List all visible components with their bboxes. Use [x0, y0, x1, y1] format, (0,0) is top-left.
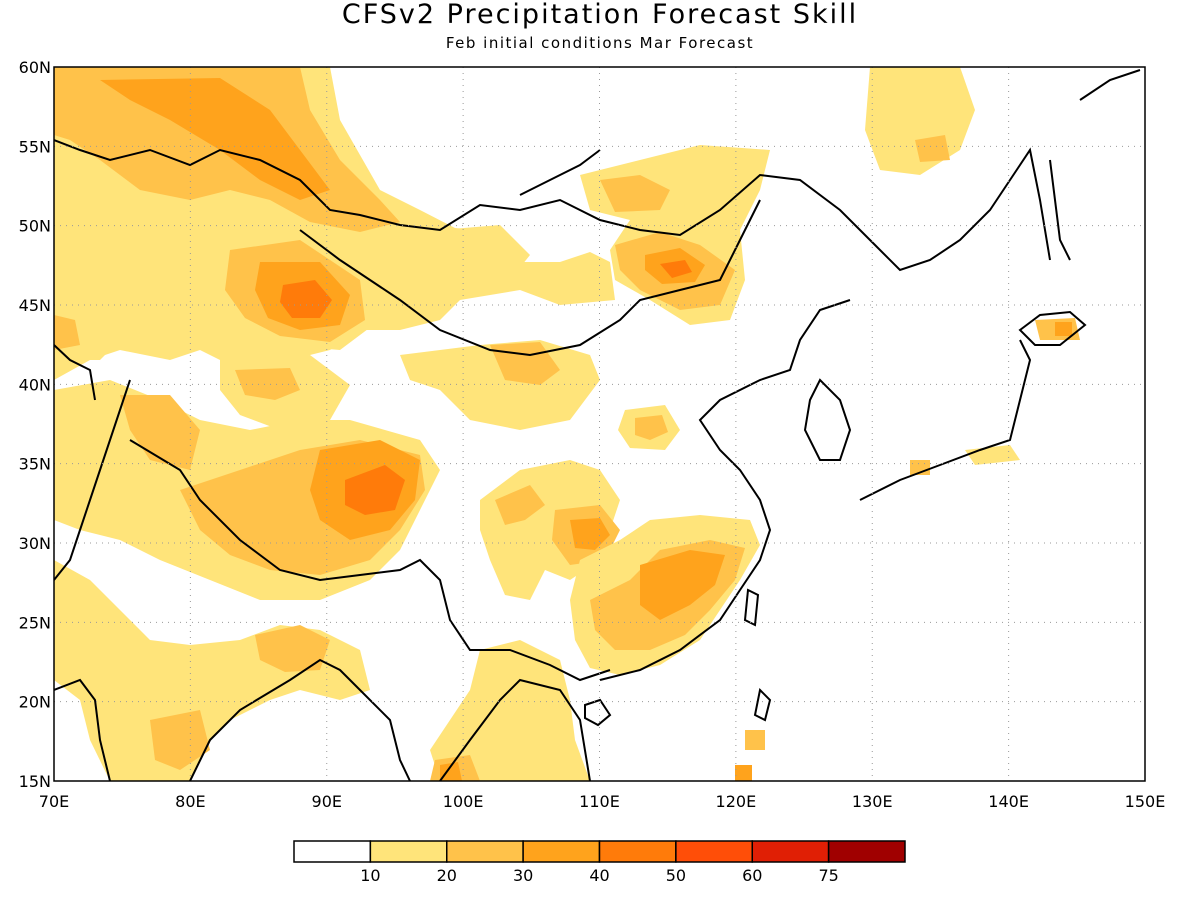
region-philippines	[745, 730, 765, 750]
longitude-label: 110E	[579, 792, 620, 811]
coastline-sakhalin	[1049, 159, 1071, 261]
color-bar-box	[369, 840, 448, 863]
region-mongolia-west-peak	[280, 280, 332, 318]
region-philippines-core	[735, 765, 752, 781]
coastline-lake-baikal	[519, 149, 601, 196]
longitude-label: 130E	[852, 792, 893, 811]
color-bar	[293, 840, 906, 863]
color-bar-box	[446, 840, 524, 863]
coastline-hainan	[584, 698, 612, 727]
coastline-korea	[803, 378, 852, 461]
longitude-label: 140E	[988, 792, 1029, 811]
color-bar-label: 50	[666, 866, 686, 885]
coastline-china-east	[599, 299, 851, 681]
map-title: CFSv2 Precipitation Forecast Skill	[341, 0, 859, 30]
region-bengal	[150, 710, 210, 770]
coastline-kamchatka	[1079, 69, 1141, 101]
coastline-indochina	[439, 678, 591, 781]
longitude-labels: 70E 80E 90E 100E 110E 120E 130E 140E 150E	[39, 792, 1166, 811]
coastline-eurasia-north	[54, 139, 1051, 272]
latitude-label: 20N	[19, 693, 51, 712]
longitude-label: 120E	[716, 792, 757, 811]
color-bar-label: 75	[818, 866, 838, 885]
color-bar-label: 10	[360, 866, 380, 885]
color-bar-label: 40	[589, 866, 609, 885]
region-southeast-china-core	[640, 550, 725, 620]
region-caspian-south	[54, 315, 80, 350]
latitude-label: 30N	[19, 534, 51, 553]
border-china-mongolia	[299, 199, 761, 357]
color-bar-box	[751, 840, 830, 863]
coastlines-borders	[54, 69, 1141, 781]
color-bar-labels: 10 20 30 40 50 60 75	[360, 866, 839, 885]
latitude-label: 50N	[19, 217, 51, 236]
coastline-philippines	[753, 687, 772, 722]
map-frame	[53, 66, 1146, 782]
region-india	[54, 560, 370, 781]
longitude-label: 80E	[175, 792, 205, 811]
region-myanmar-core	[440, 762, 462, 781]
region-tibet-peak	[345, 465, 405, 515]
color-bar-label: 60	[742, 866, 762, 885]
coastline-taiwan	[743, 588, 760, 627]
coastline-japan-honshu	[859, 339, 1032, 501]
map-subtitle: Feb initial conditions Mar Forecast	[445, 34, 755, 52]
coastline-india-east	[189, 658, 411, 781]
latitude-label: 45N	[19, 296, 51, 315]
longitude-label: 70E	[39, 792, 69, 811]
color-bar-box	[522, 840, 601, 863]
latitude-label: 25N	[19, 613, 51, 632]
region-gobi-south	[440, 225, 530, 280]
color-bar-box	[598, 840, 677, 863]
latitude-label: 35N	[19, 455, 51, 474]
latitude-label: 15N	[19, 772, 51, 791]
region-amur	[600, 175, 670, 212]
longitude-label: 100E	[443, 792, 484, 811]
border-china-south	[129, 439, 611, 682]
region-far-east-mid	[915, 135, 950, 162]
coastline-india-west	[54, 678, 111, 781]
map-grid	[54, 67, 1145, 781]
coastline-japan-hokkaido	[1018, 310, 1087, 346]
coastline-west-border	[54, 379, 131, 581]
color-bar-box	[675, 840, 753, 863]
region-indochina	[430, 640, 590, 781]
region-hokkaido-core	[1055, 322, 1072, 336]
region-kazakh	[120, 395, 200, 470]
longitude-label: 150E	[1125, 792, 1166, 811]
latitude-label: 55N	[19, 137, 51, 156]
latitude-label: 40N	[19, 375, 51, 394]
region-shandong-mid	[635, 415, 668, 440]
region-sichuan-west	[495, 485, 545, 525]
region-northeast-china-peak	[660, 260, 692, 278]
latitude-labels: 60N 55N 50N 45N 40N 35N 30N 25N 20N 15N	[19, 58, 51, 791]
color-bar-label: 20	[437, 866, 457, 885]
color-bar-box	[827, 840, 906, 863]
region-west-siberia-core	[100, 78, 330, 200]
color-bar-label: 30	[513, 866, 533, 885]
region-japan-south	[965, 445, 1020, 465]
color-bar-box	[293, 840, 372, 863]
region-tarim-mid	[235, 368, 300, 400]
latitude-label: 60N	[19, 58, 51, 77]
longitude-label: 90E	[312, 792, 342, 811]
coastline-caspian	[54, 344, 96, 401]
region-india-mid	[255, 625, 330, 672]
